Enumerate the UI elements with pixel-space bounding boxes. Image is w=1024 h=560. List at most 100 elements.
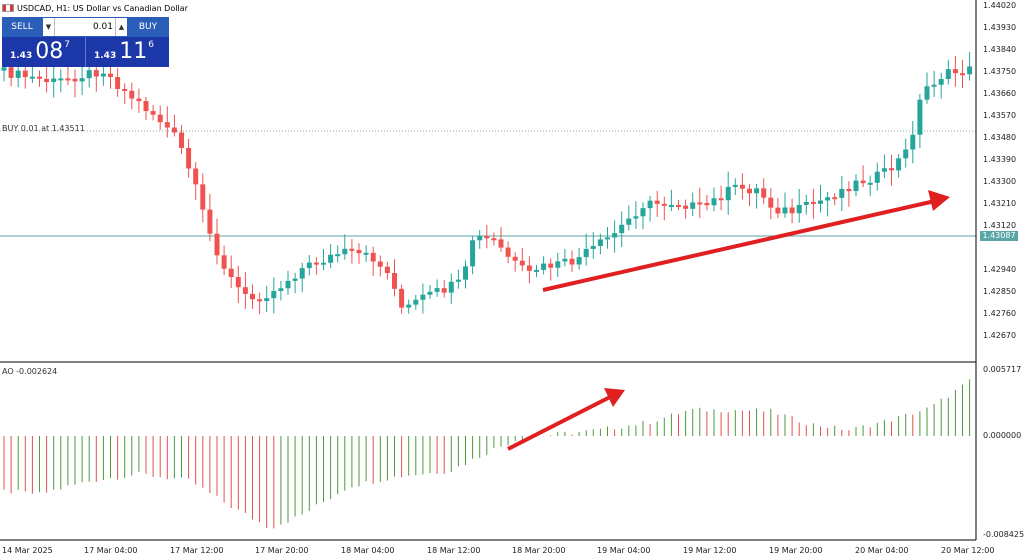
price-axis-label: 1.42670	[983, 331, 1017, 340]
ao-axis-label: -0.008425	[983, 530, 1024, 539]
candle-body	[626, 218, 632, 225]
candle-body	[242, 287, 248, 294]
candle-body	[512, 256, 518, 261]
candle-body	[945, 69, 951, 80]
candle-body	[214, 233, 220, 256]
candle-body	[370, 252, 376, 262]
candle-body	[803, 201, 809, 205]
indicator-label: AO -0.002624	[2, 367, 58, 376]
order-line-label[interactable]: BUY 0.01 at 1.43511	[2, 124, 85, 133]
candle-body	[136, 98, 142, 102]
candle-body	[889, 168, 894, 171]
candle-body	[278, 288, 284, 291]
symbol-title: USDCAD, H1: US Dollar vs Canadian Dollar	[17, 3, 188, 13]
buy-price-sup: 6	[148, 40, 154, 50]
buy-price-big: 11	[119, 39, 148, 64]
candle-body	[555, 261, 561, 268]
candle-body	[839, 188, 845, 198]
candle-body	[576, 257, 582, 265]
trend-arrow-main	[542, 190, 950, 292]
price-axis-label: 1.44020	[983, 1, 1017, 10]
time-axis-label: 18 Mar 12:00	[427, 546, 481, 555]
candle-body	[881, 168, 887, 172]
candle-body	[377, 261, 383, 267]
candle-body	[58, 78, 64, 81]
candle-body	[129, 90, 135, 99]
candle-body	[384, 266, 390, 273]
candle-body	[257, 299, 263, 302]
candle-body	[732, 184, 738, 187]
candle-body	[299, 268, 305, 279]
price-axis-label: 1.43300	[983, 177, 1017, 186]
candle-body	[455, 279, 461, 282]
candle-body	[15, 70, 21, 78]
candle-body	[171, 127, 177, 133]
buy-price-prefix: 1.43	[94, 51, 117, 61]
sell-price-button[interactable]: 1.43 08 7	[2, 37, 86, 67]
candle-body	[1, 67, 7, 71]
candle-body	[250, 293, 255, 300]
candle-body	[661, 203, 667, 206]
candle-body	[754, 188, 760, 194]
candle-body	[654, 200, 660, 204]
time-axis-label: 19 Mar 20:00	[769, 546, 823, 555]
candle-body	[583, 248, 589, 258]
trend-arrow-ao	[507, 388, 625, 451]
lot-stepper[interactable]: ▼ ▲	[42, 17, 128, 37]
candle-body	[697, 202, 703, 205]
candle-body	[29, 76, 35, 79]
candle-body	[867, 182, 873, 185]
price-axis-label: 1.43840	[983, 45, 1017, 54]
price-axis-label: 1.42760	[983, 309, 1017, 318]
price-axis-label: 1.43570	[983, 111, 1017, 120]
candle-body	[541, 263, 547, 270]
candle-body	[164, 122, 170, 128]
candle-body	[853, 180, 859, 192]
lot-size-input[interactable]	[55, 18, 115, 36]
candle-body	[491, 238, 497, 241]
sell-price-big: 08	[35, 39, 64, 64]
flag-icon	[2, 4, 14, 12]
candle-body	[569, 258, 575, 265]
price-axis-label: 1.42850	[983, 287, 1017, 296]
candle-body	[960, 73, 965, 76]
candle-body	[860, 180, 866, 184]
candle-body	[903, 149, 909, 159]
lot-increase-icon[interactable]: ▲	[115, 18, 127, 36]
candle-body	[313, 262, 319, 265]
candle-body	[761, 188, 767, 198]
candle-body	[789, 207, 795, 214]
price-axis-label: 1.43750	[983, 67, 1017, 76]
price-axis-label: 1.43660	[983, 89, 1017, 98]
candle-body	[534, 269, 539, 272]
candle-body	[335, 254, 341, 257]
candle-body	[157, 114, 163, 123]
price-axis-label: 1.43120	[983, 221, 1017, 230]
candle-body	[796, 204, 802, 214]
candle-body	[363, 252, 369, 255]
candle-body	[392, 272, 397, 289]
time-axis-label: 19 Mar 12:00	[683, 546, 737, 555]
candle-body	[143, 101, 149, 112]
candle-body	[747, 188, 752, 194]
candle-body	[179, 132, 184, 148]
candle-body	[292, 278, 298, 281]
candle-body	[399, 288, 405, 308]
candle-body	[725, 186, 731, 201]
candle-body	[967, 66, 973, 75]
candle-body	[470, 240, 476, 267]
candle-body	[122, 88, 128, 91]
buy-button[interactable]: BUY	[128, 17, 168, 37]
candle-body	[477, 236, 483, 241]
candle-body	[647, 200, 653, 209]
candle-body	[810, 201, 816, 204]
buy-price-button[interactable]: 1.43 11 6	[86, 37, 169, 67]
price-axis-label: 1.43390	[983, 155, 1017, 164]
candle-body	[768, 197, 774, 208]
sell-button[interactable]: SELL	[2, 17, 42, 37]
candle-body	[952, 69, 958, 74]
ao-histogram-group	[3, 379, 971, 529]
lot-decrease-icon[interactable]: ▼	[43, 18, 55, 36]
candle-body	[264, 298, 270, 302]
